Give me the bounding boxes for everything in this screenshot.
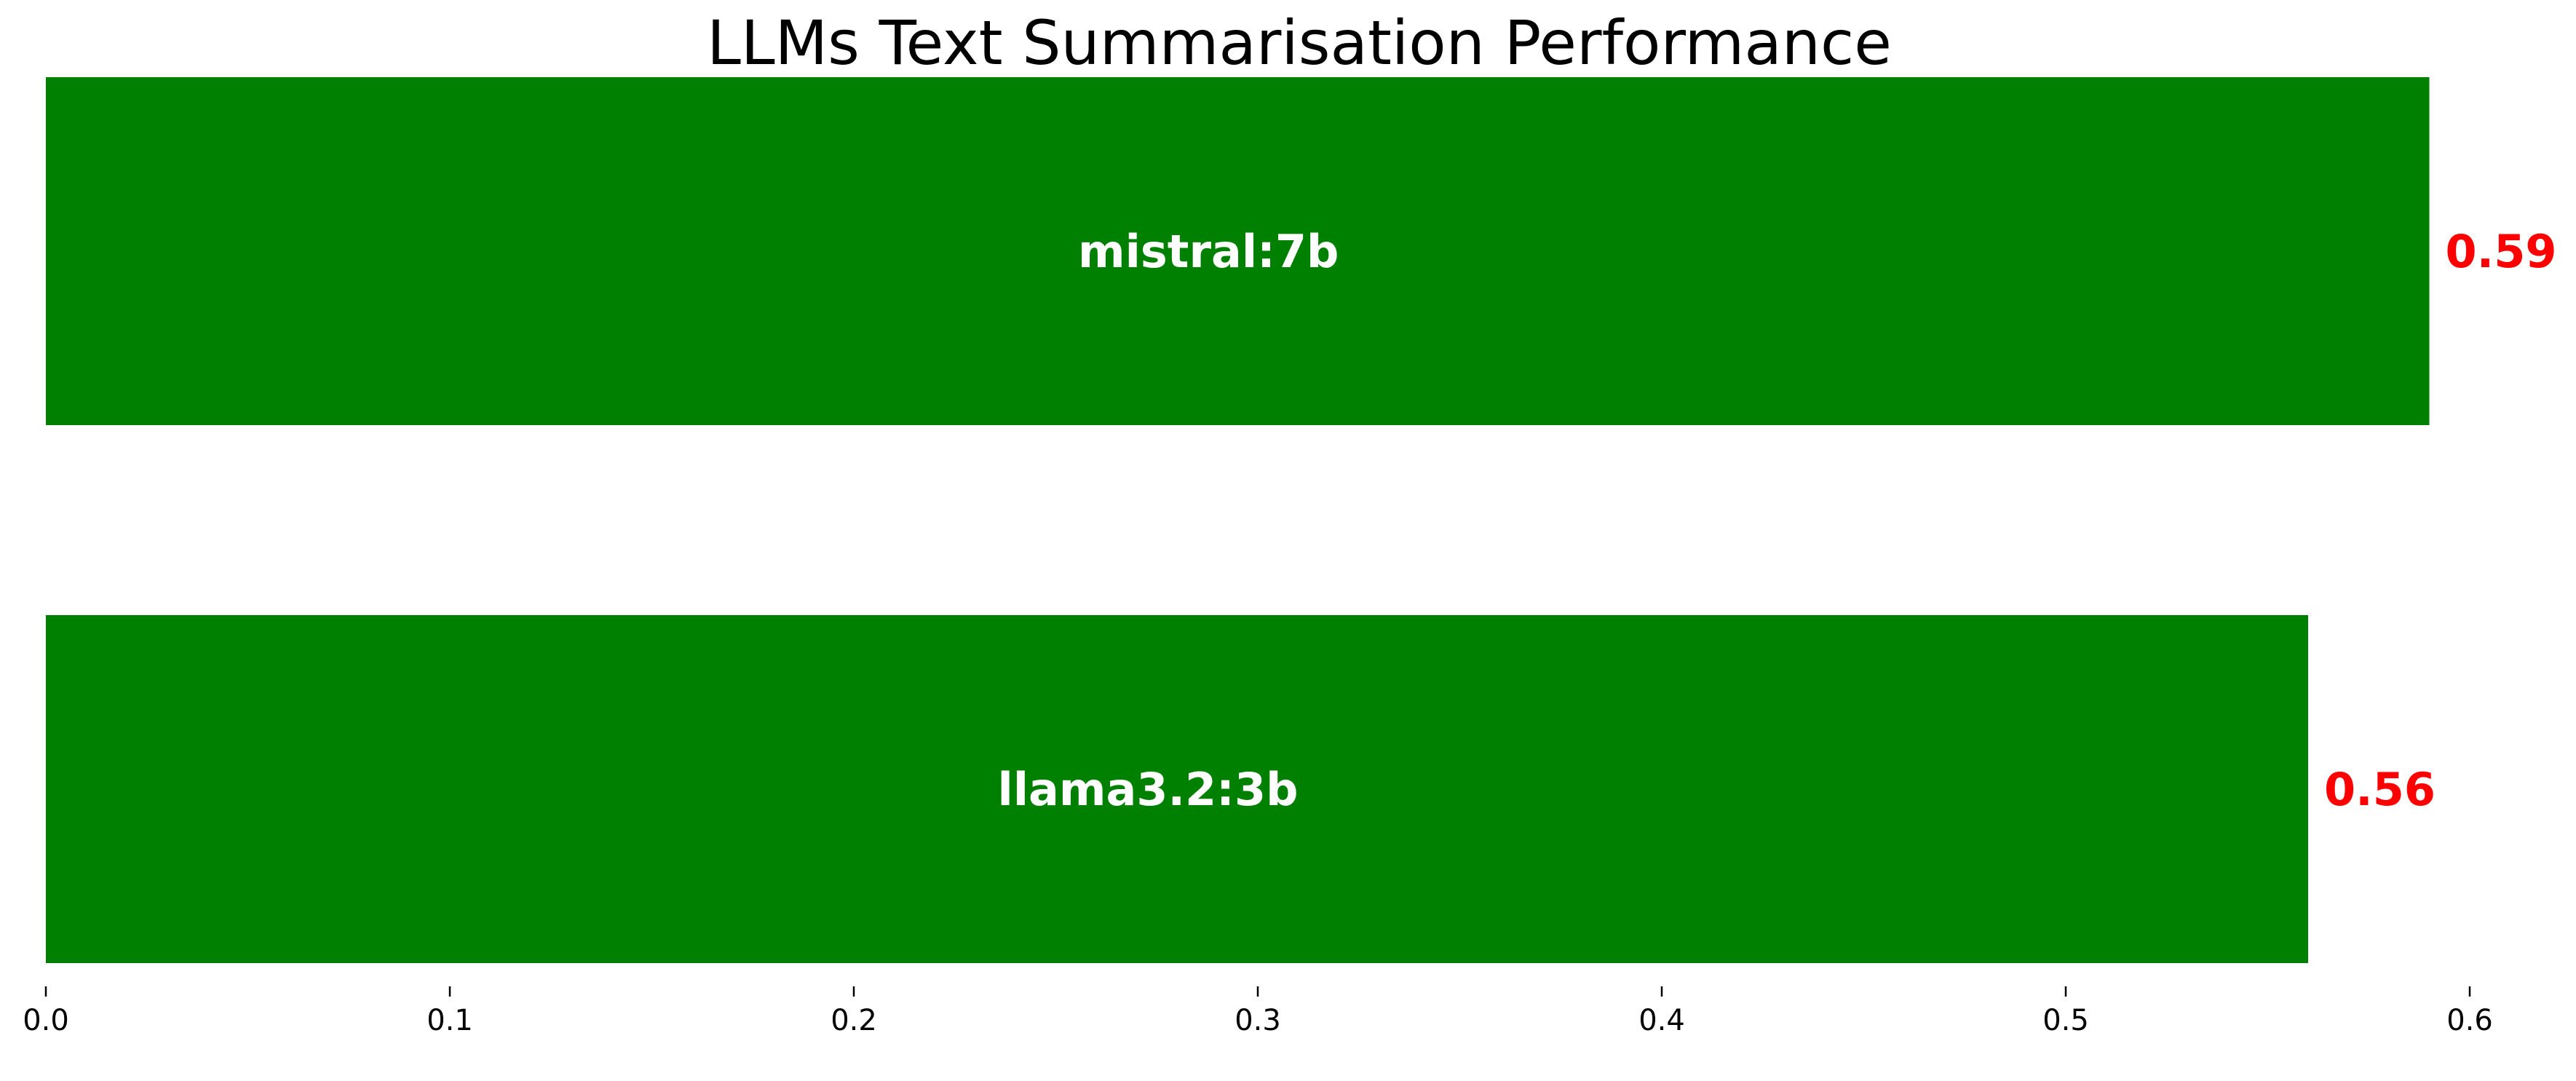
- chart-title: LLMs Text Summarisation Performance: [707, 7, 1892, 79]
- x-tick-label: 0.4: [1638, 1004, 1685, 1037]
- x-tick-label: 0.1: [427, 1004, 473, 1037]
- bar-category-label: llama3.2:3b: [998, 763, 1299, 816]
- x-tick-label: 0.3: [1235, 1004, 1281, 1037]
- bar-llama3-2-3b: [46, 615, 2308, 963]
- bar-value-label: 0.59: [2446, 225, 2557, 278]
- x-axis: 0.0 0.1 0.2 0.3 0.4 0.5 0.6: [23, 986, 2493, 1037]
- bar-category-label: mistral:7b: [1078, 225, 1339, 278]
- bar-mistral-7b: [46, 77, 2430, 425]
- bars-layer: mistral:7b 0.59 llama3.2:3b 0.56: [46, 77, 2556, 963]
- x-tick-label: 0.2: [831, 1004, 877, 1037]
- x-tick-label: 0.6: [2446, 1004, 2493, 1037]
- bar-value-label: 0.56: [2324, 763, 2436, 816]
- x-tick-label: 0.5: [2042, 1004, 2089, 1037]
- x-tick-label: 0.0: [23, 1004, 69, 1037]
